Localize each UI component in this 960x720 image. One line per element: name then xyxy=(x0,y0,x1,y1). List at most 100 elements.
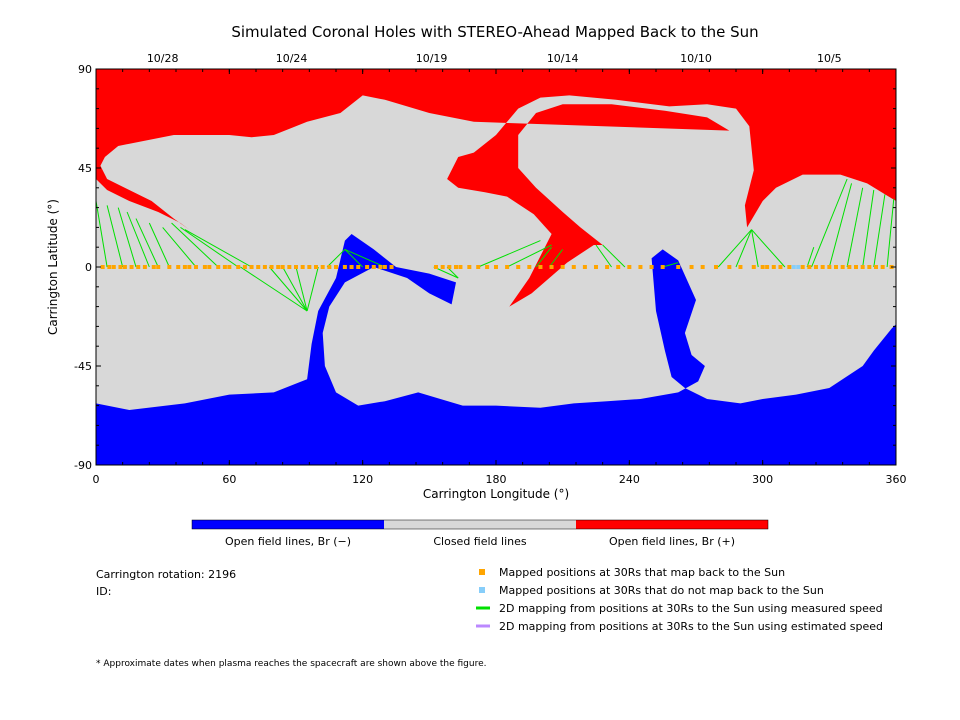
mapped-point xyxy=(276,265,281,269)
mapping-line xyxy=(806,247,815,268)
mapping-line xyxy=(117,207,137,268)
date-label: 10/24 xyxy=(276,52,308,65)
mapped-point xyxy=(167,265,172,269)
mapping-line xyxy=(886,198,895,268)
colorbar: Open field lines, Br (−) Closed field lin… xyxy=(191,519,769,548)
date-labels: 10/28 10/24 10/19 10/14 10/10 10/5 xyxy=(147,52,842,65)
footnote: * Approximate dates when plasma reaches … xyxy=(96,659,487,669)
mapped-point xyxy=(389,265,394,269)
mapped-point xyxy=(778,265,783,269)
colorbar-segment xyxy=(192,520,384,529)
mapped-point xyxy=(847,265,852,269)
mapping-line xyxy=(846,187,864,268)
mapped-point xyxy=(294,265,298,269)
x-tick-label: 180 xyxy=(486,473,507,486)
mapping-line xyxy=(268,266,308,312)
date-label: 10/10 xyxy=(680,52,712,65)
mapping-line xyxy=(735,229,753,268)
mapped-point xyxy=(151,265,156,269)
colorbar-label: Open field lines, Br (−) xyxy=(225,535,351,548)
mapping-line xyxy=(306,266,319,312)
mapped-point xyxy=(454,265,458,269)
date-label: 10/5 xyxy=(817,52,842,65)
mapped-point xyxy=(549,265,554,269)
mapped-point xyxy=(111,265,116,269)
mapping-line xyxy=(282,266,308,312)
chart-title: Simulated Coronal Holes with STEREO-Ahea… xyxy=(231,23,758,41)
mapping-line xyxy=(295,266,308,312)
legend-label: 2D mapping from positions at 30Rs to the… xyxy=(499,620,883,633)
mapped-point xyxy=(365,265,370,269)
colorbar-label: Closed field lines xyxy=(433,535,527,548)
mapping-line xyxy=(326,249,346,268)
mapped-point xyxy=(571,265,576,269)
mapped-point xyxy=(867,265,872,269)
mapped-point xyxy=(760,265,765,269)
mapped-point xyxy=(689,265,694,269)
mapped-point xyxy=(118,265,123,269)
mapped-point xyxy=(800,265,805,269)
mapped-point xyxy=(314,265,318,269)
mapped-point xyxy=(447,265,452,269)
mapped-point xyxy=(467,265,472,269)
mapped-point xyxy=(300,265,305,269)
mapped-point xyxy=(156,265,161,269)
mapped-point xyxy=(787,265,792,269)
mapped-point xyxy=(616,265,621,269)
mapped-point xyxy=(860,265,865,269)
x-axis-title: Carrington Longitude (°) xyxy=(423,487,569,501)
mapped-point xyxy=(638,265,643,269)
mapped-point xyxy=(242,265,247,269)
mapping-line xyxy=(873,194,886,268)
mapping-line xyxy=(828,183,853,268)
mapped-point xyxy=(269,265,274,269)
mapped-point xyxy=(807,265,812,269)
rotation-label: Carrington rotation: 2196 xyxy=(96,568,236,581)
mapped-point xyxy=(100,265,105,269)
mapped-point xyxy=(880,265,885,269)
mapped-point xyxy=(594,265,598,269)
mapped-point xyxy=(129,265,134,269)
mapped-point xyxy=(320,265,325,269)
mapped-point xyxy=(136,265,141,269)
positive-open-regions xyxy=(96,69,896,307)
mapped-point xyxy=(827,265,832,269)
x-tick-label: 0 xyxy=(93,473,100,486)
mapping-line xyxy=(548,249,564,268)
mapping-line xyxy=(344,248,386,268)
mapped-point xyxy=(249,265,254,269)
colorbar-label: Open field lines, Br (+) xyxy=(609,535,735,548)
mapped-point xyxy=(814,265,818,269)
mapped-point xyxy=(727,265,732,269)
mapped-point xyxy=(605,265,610,269)
mapped-point xyxy=(202,265,207,269)
mapped-point xyxy=(516,265,521,269)
mapped-point xyxy=(216,265,221,269)
mapped-point xyxy=(771,265,776,269)
mapped-point xyxy=(538,265,543,269)
mapped-point xyxy=(627,265,632,269)
mapped-point xyxy=(107,265,112,269)
mapped-point xyxy=(176,265,181,269)
mapped-point xyxy=(834,265,838,269)
mapping-line xyxy=(184,229,252,268)
plot-area xyxy=(95,68,897,466)
mapping-line xyxy=(180,226,239,268)
date-label: 10/14 xyxy=(547,52,579,65)
mapped-point xyxy=(182,265,187,269)
mapped-point xyxy=(236,265,241,269)
mapped-point xyxy=(700,265,705,269)
mapping-line xyxy=(717,229,752,268)
unmapped-point xyxy=(791,265,796,269)
mapping-line xyxy=(751,229,759,268)
y-axis-title: Carrington Latitude (°) xyxy=(46,199,60,335)
y-tick-label: 0 xyxy=(85,261,92,274)
mapped-point xyxy=(434,265,438,269)
date-label: 10/28 xyxy=(147,52,179,65)
mapped-point xyxy=(660,265,665,269)
mapped-point xyxy=(751,265,756,269)
y-tick-label: -45 xyxy=(74,360,92,373)
mapping-line xyxy=(602,244,626,268)
mapped-point xyxy=(582,265,587,269)
y-axis: -90 -45 0 45 90 xyxy=(74,63,896,472)
